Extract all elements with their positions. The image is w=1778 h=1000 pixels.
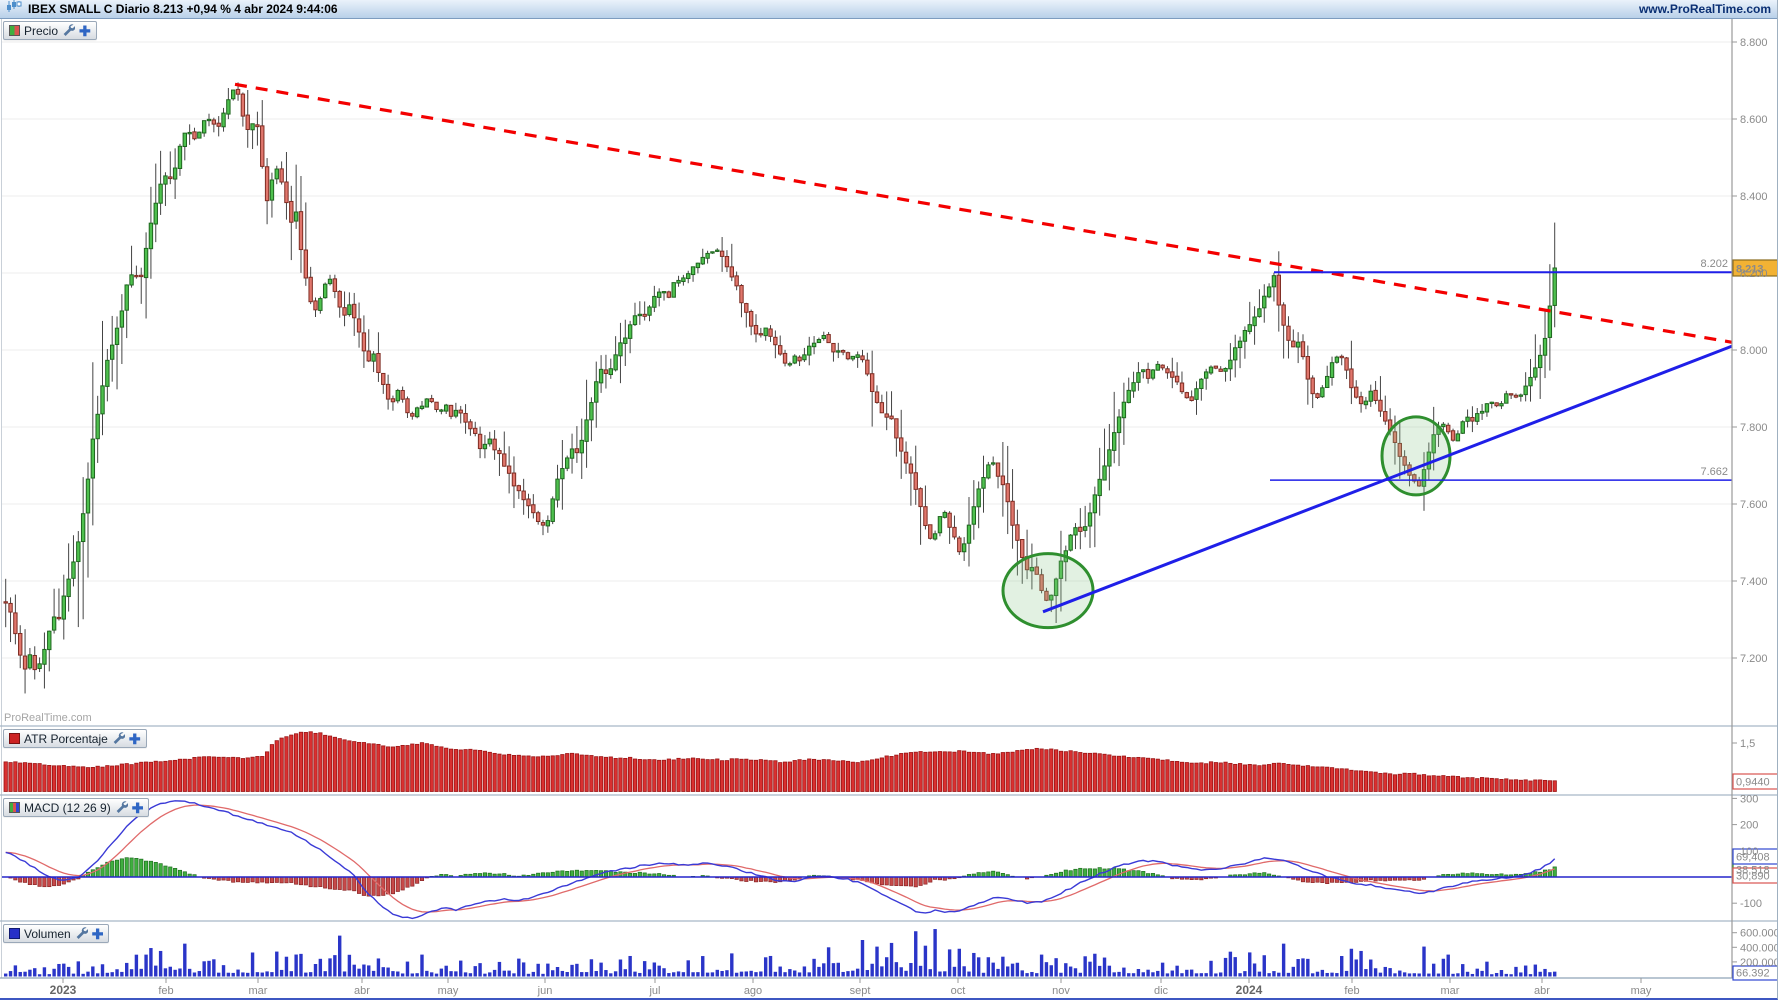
svg-text:may: may <box>1631 985 1652 997</box>
add-indicator-icon[interactable]: ✚ <box>131 799 144 816</box>
macd-layer <box>2 800 1732 920</box>
svg-text:feb: feb <box>1344 985 1359 997</box>
svg-text:2023: 2023 <box>50 983 77 997</box>
svg-text:7.662: 7.662 <box>1700 466 1728 478</box>
svg-text:8.400: 8.400 <box>1740 191 1768 203</box>
wrench-icon[interactable] <box>112 731 126 747</box>
annotations-layer <box>234 82 1733 630</box>
svg-text:200: 200 <box>1740 820 1758 832</box>
volume-layer <box>4 929 1557 977</box>
svg-text:8.000: 8.000 <box>1740 345 1768 357</box>
svg-text:abr: abr <box>354 985 370 997</box>
svg-text:2024: 2024 <box>1236 983 1263 997</box>
svg-text:300: 300 <box>1740 793 1758 805</box>
prorealtime-link[interactable]: www.ProRealTime.com <box>1638 2 1771 16</box>
price-panel-title: Precio <box>24 23 59 38</box>
volume-panel-title: Volumen <box>24 926 71 941</box>
atr-panel-title: ATR Porcentaje <box>24 731 108 746</box>
svg-text:feb: feb <box>158 985 173 997</box>
volume-panel-label[interactable]: Volumen ✚ <box>3 924 110 943</box>
chart-logo-icon <box>6 0 22 18</box>
add-indicator-icon[interactable]: ✚ <box>79 22 91 39</box>
price-series-icon <box>9 25 20 36</box>
svg-text:400.000: 400.000 <box>1740 942 1778 954</box>
svg-text:jun: jun <box>537 985 553 997</box>
wrench-icon[interactable] <box>62 23 76 39</box>
candles-layer <box>3 82 1557 694</box>
svg-text:30,890: 30,890 <box>1736 871 1770 883</box>
wrench-icon[interactable] <box>75 926 88 942</box>
svg-text:0,9440: 0,9440 <box>1736 777 1770 789</box>
svg-text:69,408: 69,408 <box>1736 852 1770 864</box>
svg-text:66.392: 66.392 <box>1736 968 1770 980</box>
svg-text:7.200: 7.200 <box>1740 653 1768 665</box>
macd-series-icon <box>9 802 20 813</box>
instrument-title: IBEX SMALL C Diario 8.213 +0,94 % 4 abr … <box>28 2 338 16</box>
svg-text:sept: sept <box>850 985 871 997</box>
atr-panel-label[interactable]: ATR Porcentaje ✚ <box>3 729 147 748</box>
svg-text:1,5: 1,5 <box>1740 738 1755 750</box>
svg-text:8.200: 8.200 <box>1740 268 1768 280</box>
svg-text:oct: oct <box>951 985 966 997</box>
macd-panel-label[interactable]: MACD (12 26 9) ✚ <box>3 798 150 817</box>
svg-text:may: may <box>438 985 459 997</box>
add-indicator-icon[interactable]: ✚ <box>91 925 104 942</box>
svg-text:8.213: 8.213 <box>1736 263 1764 275</box>
svg-text:8.800: 8.800 <box>1740 37 1768 49</box>
watermark: ProRealTime.com <box>4 712 92 724</box>
svg-text:7.600: 7.600 <box>1740 499 1768 511</box>
svg-text:8.202: 8.202 <box>1700 258 1728 270</box>
svg-text:jul: jul <box>648 985 660 997</box>
macd-panel-title: MACD (12 26 9) <box>24 800 111 815</box>
price-gridlines <box>1 19 1732 978</box>
svg-text:-100: -100 <box>1740 898 1762 910</box>
svg-text:7.400: 7.400 <box>1740 576 1768 588</box>
svg-text:600.000: 600.000 <box>1740 928 1778 940</box>
svg-text:100: 100 <box>1740 846 1758 858</box>
svg-text:200.000: 200.000 <box>1740 957 1778 969</box>
svg-text:dic: dic <box>1154 985 1169 997</box>
svg-text:8.600: 8.600 <box>1740 114 1768 126</box>
add-indicator-icon[interactable]: ✚ <box>128 730 141 747</box>
svg-text:abr: abr <box>1534 985 1550 997</box>
svg-text:mar: mar <box>249 985 268 997</box>
svg-text:38,518: 38,518 <box>1736 865 1770 877</box>
atr-series-icon <box>9 733 20 744</box>
axes-layer <box>0 19 1777 983</box>
svg-text:mar: mar <box>1441 985 1460 997</box>
svg-text:7.800: 7.800 <box>1740 422 1768 434</box>
atr-layer <box>3 731 1557 792</box>
svg-text:nov: nov <box>1052 985 1070 997</box>
svg-text:ago: ago <box>744 985 762 997</box>
wrench-icon[interactable] <box>115 800 128 816</box>
title-bar: IBEX SMALL C Diario 8.213 +0,94 % 4 abr … <box>0 0 1777 19</box>
price-panel-label[interactable]: Precio ✚ <box>3 21 97 40</box>
volume-series-icon <box>9 928 20 939</box>
